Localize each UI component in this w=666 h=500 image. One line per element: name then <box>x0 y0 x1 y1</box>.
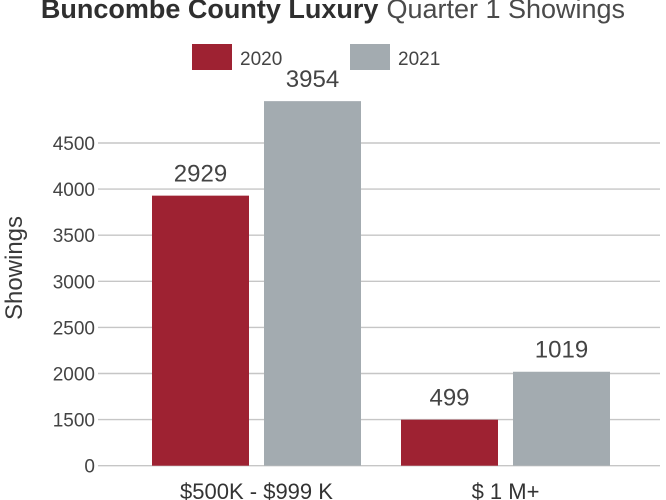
data-label-2021-2: 1019 <box>535 337 588 364</box>
bar-2020-2 <box>401 419 498 466</box>
bar-2021-1 <box>264 101 361 466</box>
y-tick-label: 4500 <box>53 134 95 155</box>
category-labels: $500K - $999 K $ 1 M+ <box>180 479 539 500</box>
legend-swatch-2020 <box>192 44 232 70</box>
legend: 2020 2021 <box>192 44 440 70</box>
data-label-2021-1: 3954 <box>286 66 339 93</box>
y-tick-label: 3000 <box>53 272 95 293</box>
chart-title-rest: Quarter 1 Showings <box>386 0 625 24</box>
data-label-2020-2: 499 <box>429 385 469 412</box>
legend-label-2021: 2021 <box>398 49 440 70</box>
data-label-2020-1: 2929 <box>174 161 227 188</box>
category-label-2: $ 1 M+ <box>472 479 540 500</box>
chart-title-bold: Buncombe County Luxury <box>41 0 379 24</box>
y-axis-ticks: 0 1500 2000 2500 3000 3500 4000 4500 <box>53 134 95 478</box>
chart-title: Buncombe County Luxury Quarter 1 Showings <box>41 0 625 24</box>
y-tick-label: 3500 <box>53 226 95 247</box>
bar-2020-1 <box>152 195 249 466</box>
legend-label-2020: 2020 <box>240 49 282 70</box>
bars <box>152 101 610 466</box>
y-tick-label: 1500 <box>53 411 95 432</box>
y-tick-label: 2000 <box>53 365 95 386</box>
category-label-1: $500K - $999 K <box>180 479 333 500</box>
y-tick-label: 2500 <box>53 318 95 339</box>
y-tick-label: 4000 <box>53 180 95 201</box>
legend-swatch-2021 <box>350 44 390 70</box>
y-axis-label: Showings <box>1 216 28 320</box>
y-tick-label: 0 <box>84 457 95 478</box>
data-labels: 2929 3954 499 1019 <box>174 66 588 412</box>
bar-2021-2 <box>513 371 610 466</box>
